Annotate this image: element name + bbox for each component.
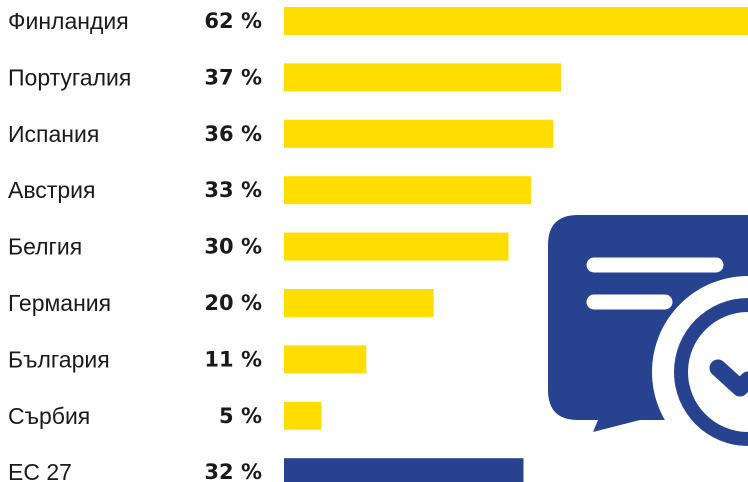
category-label: ЕС 27 bbox=[8, 459, 72, 482]
bar bbox=[284, 176, 531, 205]
category-label: Португалия bbox=[8, 64, 131, 90]
value-label: 62 % bbox=[204, 9, 262, 33]
value-label: 20 % bbox=[204, 291, 262, 315]
category-label: Испания bbox=[8, 121, 99, 147]
chart-rows: Финландия 62 % Португалия 37 % Испания 36 % Ав… bbox=[8, 7, 748, 482]
bar bbox=[284, 63, 561, 92]
category-label: Белгия bbox=[8, 234, 82, 260]
value-label: 11 % bbox=[204, 347, 262, 371]
bar bbox=[284, 7, 748, 35]
bar bbox=[284, 119, 554, 148]
category-label: Сърбия bbox=[8, 403, 90, 429]
value-label: 5 % bbox=[219, 404, 262, 428]
value-label: 33 % bbox=[204, 178, 262, 202]
category-label: България bbox=[8, 346, 110, 372]
bar bbox=[284, 289, 434, 317]
bar bbox=[284, 232, 509, 261]
category-label: Германия bbox=[8, 290, 111, 316]
bar bbox=[284, 401, 322, 430]
category-label: Финландия bbox=[8, 8, 129, 34]
value-label: 36 % bbox=[204, 122, 262, 146]
chat-bubble-check-icon bbox=[548, 215, 748, 468]
value-label: 30 % bbox=[204, 235, 262, 259]
value-label: 37 % bbox=[204, 65, 262, 89]
category-label: Австрия bbox=[8, 177, 95, 203]
value-label: 32 % bbox=[204, 460, 262, 482]
bar bbox=[284, 345, 367, 374]
bar bbox=[284, 458, 524, 482]
